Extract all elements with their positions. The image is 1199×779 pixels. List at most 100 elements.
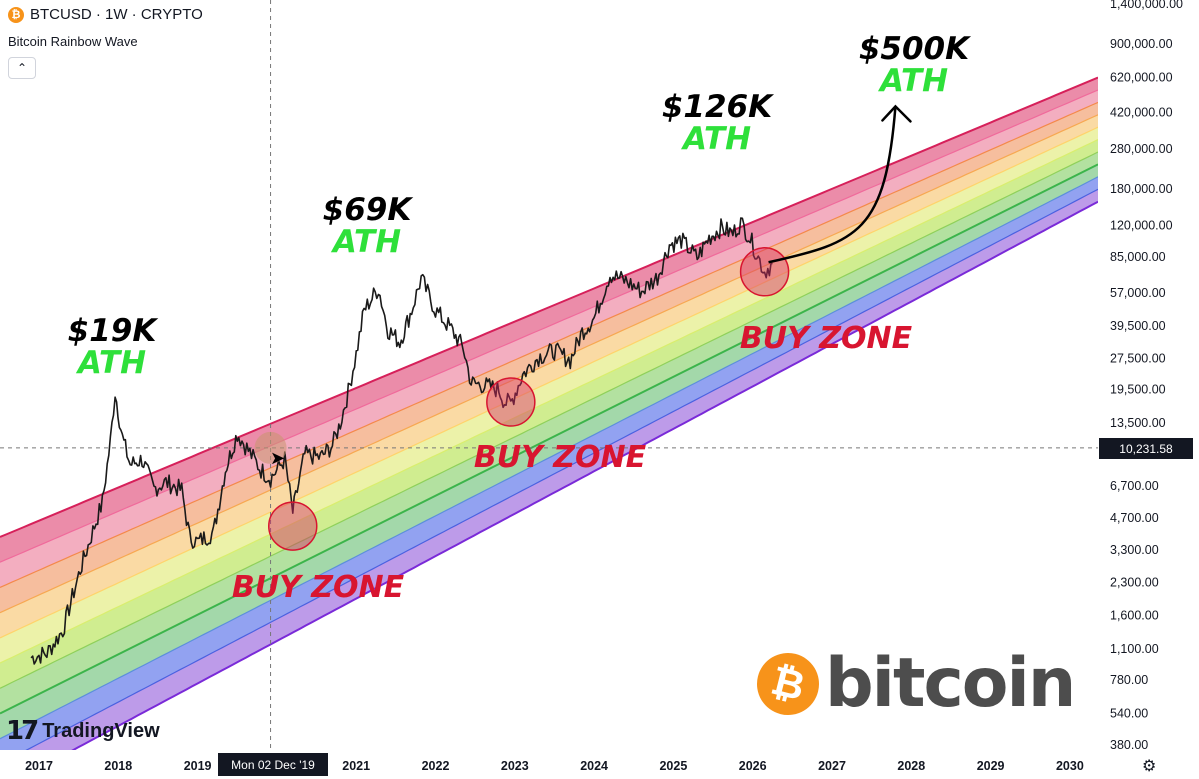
x-tick-label: 2024 (580, 759, 608, 773)
crosshair-lines (0, 0, 1098, 750)
ath-annotation-19k: $19K ATH (68, 316, 157, 379)
x-tick-label: 2029 (977, 759, 1005, 773)
rainbow-boundary-line (0, 139, 1099, 664)
y-tick-label: 180,000.00 (1110, 182, 1173, 196)
y-tick-label: 85,000.00 (1110, 250, 1166, 264)
bitcoin-logo-icon: ₿ (750, 646, 826, 722)
ath-label: ATH (77, 345, 147, 381)
symbol-title: BTCUSD · 1W · CRYPTO (30, 6, 203, 23)
tradingview-logo[interactable]: 17 TradingView (6, 716, 160, 746)
x-tick-label: 2023 (501, 759, 529, 773)
ath-price: $69K (322, 192, 412, 228)
y-tick-label: 900,000.00 (1110, 37, 1173, 51)
rainbow-boundary-line (0, 114, 1099, 614)
y-tick-label: 1,400,000.00 (1110, 0, 1183, 11)
x-tick-label: 2025 (659, 759, 687, 773)
mouse-cursor-icon: ➤ (270, 448, 286, 469)
collapse-button[interactable]: ⌃ (8, 57, 36, 79)
y-tick-label: 19,500.00 (1110, 383, 1166, 397)
projection-arrowhead (881, 104, 912, 123)
rainbow-boundary-line (0, 163, 1099, 715)
buy-zone-label: BUY ZONE (739, 321, 913, 356)
rainbow-bands (0, 76, 1099, 779)
buy-zone-label: BUY ZONE (231, 570, 405, 605)
y-tick-label: 540.00 (1110, 706, 1148, 720)
buy-zone-circle (268, 501, 318, 551)
y-tick-label: 780.00 (1110, 673, 1148, 687)
highlight-marker (254, 431, 287, 464)
symbol-header[interactable]: ₿ BTCUSD · 1W · CRYPTO (8, 6, 203, 23)
y-tick-label: 280,000.00 (1110, 142, 1173, 156)
x-tick-label: 2018 (104, 759, 132, 773)
y-axis: 1,400,000.00 900,000.00 620,000.00 420,000.… (1098, 0, 1199, 779)
x-tick-label: 2019 (184, 759, 212, 773)
rainbow-boundary-line (16, 200, 1099, 779)
projection-arrow (768, 104, 912, 264)
y-tick-label: 1,600.00 (1110, 608, 1159, 622)
buy-zone-circle (486, 377, 536, 427)
bitcoin-coin-icon: ₿ (8, 6, 24, 23)
bitcoin-wordmark: bitcoin (825, 644, 1076, 723)
rainbow-band (0, 114, 1098, 638)
ath-annotation-126k: $126K ATH (662, 92, 772, 155)
y-tick-label: 13,500.00 (1110, 416, 1166, 430)
y-tick-label: 27,500.00 (1110, 352, 1166, 366)
buy-zone-circle (739, 247, 790, 297)
x-axis: 2017201820192020202120222023202420252026… (0, 750, 1199, 779)
ath-price: $500K (858, 31, 970, 67)
rainbow-boundary-line (0, 126, 1099, 639)
gear-icon[interactable]: ⚙ (1142, 756, 1157, 775)
y-axis-background (1098, 0, 1199, 779)
buy-zone-markers (254, 247, 790, 551)
rainbow-band (0, 152, 1098, 714)
crosshair-date-label: Mon 02 Dec '19 (218, 753, 328, 776)
indicator-name: Bitcoin Rainbow Wave (8, 34, 138, 49)
tradingview-wordmark: TradingView (42, 719, 160, 742)
y-tick-label: 120,000.00 (1110, 219, 1173, 233)
x-tick-label: 2027 (818, 759, 846, 773)
price-line (30, 217, 773, 665)
y-tick-label: 4,700.00 (1110, 511, 1159, 525)
ath-label: ATH (879, 63, 949, 99)
rainbow-band (0, 139, 1098, 689)
y-tick-label: 620,000.00 (1110, 71, 1173, 85)
rainbow-band (0, 176, 1098, 765)
rainbow-boundary-line (0, 89, 1099, 563)
crosshair-price-label: 10,231.58 (1099, 438, 1193, 459)
x-tick-label: 2017 (25, 759, 53, 773)
y-tick-label: 57,000.00 (1110, 286, 1166, 300)
rainbow-boundary-line (0, 76, 1099, 538)
x-tick-label: 2026 (739, 759, 767, 773)
projection-curve (768, 106, 897, 264)
y-tick-label: 1,100.00 (1110, 642, 1159, 656)
rainbow-band (0, 90, 1098, 588)
y-tick-label: 420,000.00 (1110, 106, 1173, 120)
tradingview-mark-icon: 17 (6, 716, 39, 746)
rainbow-band (0, 102, 1098, 613)
chevron-up-icon: ⌃ (16, 61, 28, 75)
y-tick-label: 6,700.00 (1110, 479, 1159, 493)
ath-annotation-500k: $500K ATH (859, 34, 969, 97)
y-tick-label: 2,300.00 (1110, 576, 1159, 590)
ath-price: $19K (67, 313, 157, 349)
bitcoin-logo: ₿ bitcoin (750, 644, 1076, 723)
rainbow-band (0, 164, 1098, 739)
y-tick-label: 39,500.00 (1110, 319, 1166, 333)
rainbow-band (0, 127, 1098, 664)
rainbow-band (0, 189, 1098, 779)
rainbow-boundary-line (0, 188, 1099, 765)
x-tick-label: 2022 (422, 759, 450, 773)
x-axis-background (0, 750, 1199, 779)
x-tick-label: 2028 (897, 759, 925, 773)
ath-label: ATH (682, 121, 752, 157)
x-tick-label: 2030 (1056, 759, 1084, 773)
ath-label: ATH (332, 224, 402, 260)
rainbow-boundary-line (0, 176, 1099, 740)
y-tick-label: 3,300.00 (1110, 543, 1159, 557)
rainbow-boundary-line (0, 151, 1099, 689)
y-tick-label: 380.00 (1110, 738, 1148, 752)
price-series (30, 217, 773, 665)
ath-annotation-69k: $69K ATH (323, 195, 412, 258)
ath-price: $126K (661, 89, 773, 125)
